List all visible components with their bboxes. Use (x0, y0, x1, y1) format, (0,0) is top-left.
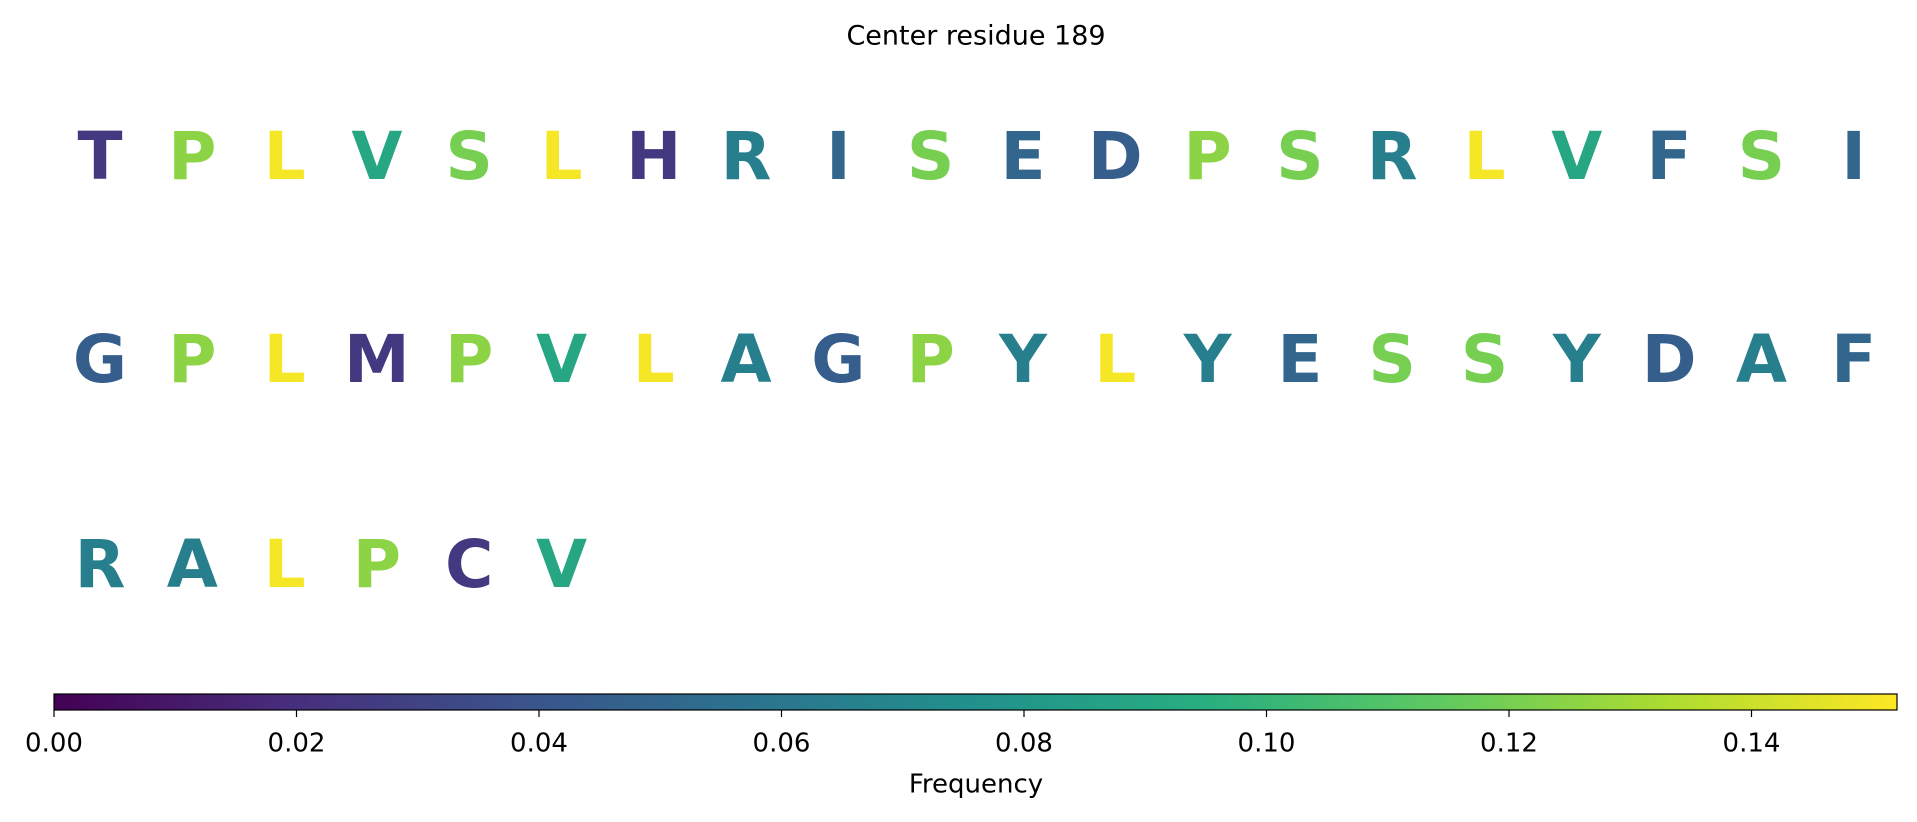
residue-letter: L (1463, 118, 1505, 195)
colorbar-tick-label: 0.12 (1480, 729, 1538, 759)
residue-letter: Y (1552, 321, 1602, 398)
residue-letter: I (826, 118, 851, 195)
residue-letter: F (1831, 321, 1876, 398)
residue-letter: S (445, 118, 493, 195)
residue-letter: P (353, 526, 401, 603)
residue-letter: G (811, 321, 865, 398)
colorbar-tick-label: 0.08 (995, 729, 1053, 759)
residue-letter: D (1642, 321, 1697, 398)
residue-letter: P (168, 321, 216, 398)
residue-letter: H (626, 118, 681, 195)
residue-letter: Y (1183, 321, 1233, 398)
residue-letter: L (633, 321, 675, 398)
residue-letter: V (536, 526, 587, 603)
residue-letter: V (536, 321, 587, 398)
colorbar-tick-label: 0.14 (1723, 729, 1781, 759)
residue-letter: D (1088, 118, 1143, 195)
residue-letter: L (540, 118, 582, 195)
colorbar-tick-label: 0.02 (268, 729, 326, 759)
residue-letter: P (1183, 118, 1231, 195)
residue-letter: S (1738, 118, 1786, 195)
residue-letter: G (73, 321, 127, 398)
residue-letter: A (1736, 321, 1787, 398)
residue-letter: L (264, 526, 306, 603)
residue-letter: A (721, 321, 772, 398)
residue-letter: I (1841, 118, 1866, 195)
colorbar-tick-label: 0.06 (753, 729, 811, 759)
residue-letter: L (1094, 321, 1136, 398)
residue-letter: C (445, 526, 493, 603)
residue-letter: S (1276, 118, 1324, 195)
residue-letter: R (721, 118, 772, 195)
colorbar-tick-label: 0.04 (510, 729, 568, 759)
colorbar-label: Frequency (909, 770, 1043, 800)
residue-letter: V (351, 118, 402, 195)
residue-letter: R (75, 526, 126, 603)
residue-letter: P (168, 118, 216, 195)
residue-letter: P (445, 321, 493, 398)
residue-letter: M (344, 321, 410, 398)
residue-letter: S (1368, 321, 1416, 398)
residue-letter: L (264, 118, 306, 195)
residue-letter: Y (998, 321, 1048, 398)
residue-letter: F (1647, 118, 1692, 195)
residue-letter: T (77, 118, 122, 195)
residue-letter: L (264, 321, 306, 398)
colorbar-tick-label: 0.10 (1238, 729, 1296, 759)
colorbar (53, 693, 1898, 711)
residue-letter: P (907, 321, 955, 398)
residue-letter: E (1277, 321, 1322, 398)
colorbar-tick-label: 0.00 (25, 729, 83, 759)
residue-letter: V (1551, 118, 1602, 195)
chart-title: Center residue 189 (846, 21, 1105, 52)
residue-letter: S (1461, 321, 1509, 398)
residue-letter: R (1367, 118, 1418, 195)
residue-letter: A (167, 526, 218, 603)
residue-letter: S (907, 118, 955, 195)
residue-letter: E (1000, 118, 1045, 195)
